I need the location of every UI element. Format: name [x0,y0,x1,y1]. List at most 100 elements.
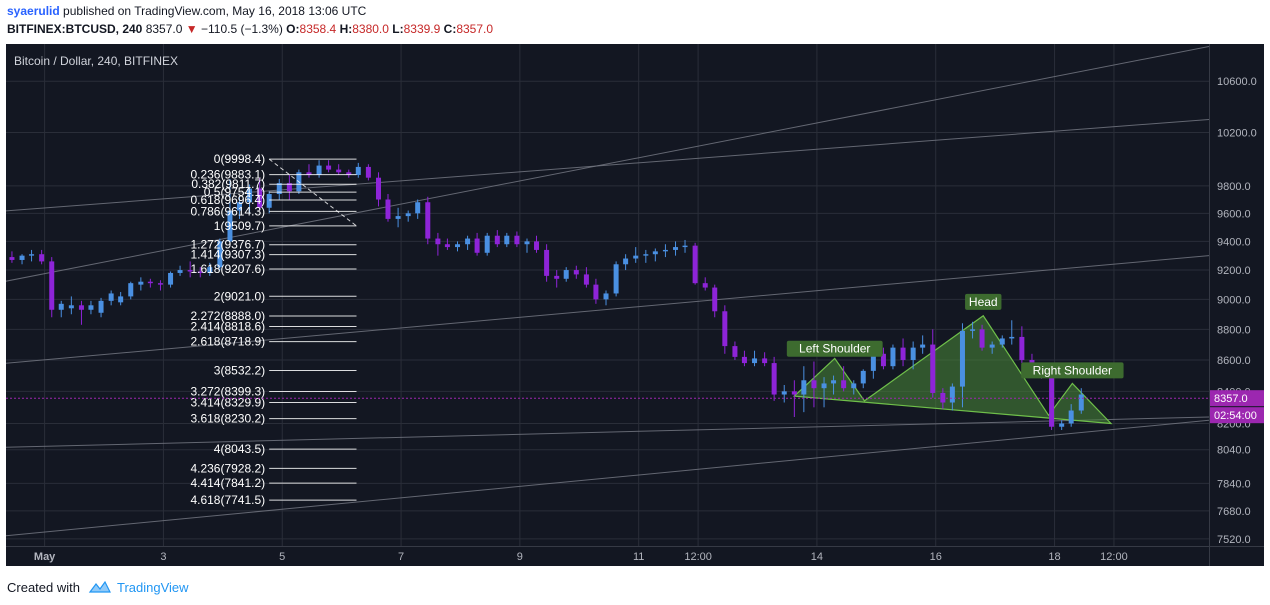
candle-down [197,271,203,273]
high-value: 8380.0 [352,22,389,36]
candle-down [900,347,906,360]
candle-up [989,344,995,348]
fib-level-label: 1.272(9376.7) [190,238,265,252]
price-chart[interactable]: 0(9998.4) 0.236(9883.1)0.382(9811.7)0.5(9… [6,44,1264,566]
y-tick-label: 10200.0 [1217,127,1257,139]
candle-down [534,241,540,250]
pattern-label-box [1021,362,1124,379]
y-tick-label: 10600.0 [1217,76,1257,88]
candle-down [732,346,738,357]
candle-down [722,311,728,347]
candle-up [1078,394,1084,411]
chart-title: Bitcoin / Dollar, 240, BITFINEX [14,54,178,68]
candle-up [851,383,857,389]
candle-down [841,380,847,389]
candle-down [286,183,292,192]
candle-up [662,249,668,252]
candle-up [138,281,144,285]
x-tick-label: 12:00 [1100,551,1128,563]
fib-level-label: 4(8043.5) [214,442,265,456]
symbol-label: BITFINEX:BTCUSD, 240 [7,22,143,36]
candle-up [88,305,94,310]
y-tick-label: 8600.0 [1217,355,1251,367]
fib-level-label: 0.5(9754.1) [204,185,265,199]
candle-up [355,166,361,175]
candle-down [385,199,391,219]
candle-up [673,247,679,250]
candle-down [336,169,342,173]
candle-up [168,272,174,285]
candle-up [118,296,124,303]
fib-level-label: 0.236(9883.1) [190,168,265,182]
candle-up [643,254,649,256]
candle-up [465,238,471,245]
candle-down [78,305,84,310]
candle-up [236,202,242,211]
fib-level-label: 2.272(8888.0) [190,309,265,323]
candle-down [930,344,936,393]
candle-up [58,303,64,310]
close-value: 8357.0 [456,22,494,36]
y-tick-label: 9800.0 [1217,181,1251,193]
countdown-label: 02:54:00 [1214,410,1257,422]
channel-line [6,419,1209,537]
candle-down [257,188,263,208]
y-tick-label: 9400.0 [1217,236,1251,248]
candle-up [524,241,530,245]
x-tick-label: 9 [517,551,523,563]
y-tick-label: 8800.0 [1217,324,1251,336]
candle-up [316,165,322,175]
candle-up [603,293,609,300]
candle-up [682,245,688,248]
candle-down [187,270,193,272]
fib-level-label: 1(9509.7) [214,219,265,233]
fib-level-label: 4.414(7841.2) [190,476,265,490]
candle-down [9,257,15,260]
down-arrow-icon: ▼ [185,22,198,36]
candle-down [494,235,500,245]
y-tick-label: 9600.0 [1217,208,1251,220]
candle-up [959,330,965,387]
candle-down [771,363,777,395]
candle-down [583,274,589,285]
price-badge [1210,390,1264,407]
candle-up [949,386,955,403]
low-value: 8339.9 [403,22,441,36]
open-value: 8358.4 [299,22,337,36]
fib-level-label: 3.414(8329.9) [190,396,265,410]
candle-up [920,344,926,348]
candle-up [395,216,401,219]
candle-up [276,183,282,195]
y-tick-label: 7680.0 [1217,506,1251,518]
pattern-label-box [786,340,883,357]
candle-up [890,347,896,367]
candle-up [207,267,213,273]
channel-line [6,45,1209,282]
x-tick-label: 14 [811,551,823,563]
candle-up [870,353,876,371]
candle-up [910,347,916,360]
tradingview-logo-icon[interactable] [88,579,112,595]
y-tick-label: 7840.0 [1217,478,1251,490]
candle-down [554,275,560,279]
pattern-label-box [965,293,1002,310]
channel-line [6,118,1209,212]
head-shoulders-pattern [792,314,1113,425]
candle-down [593,284,599,300]
channel-line [6,255,1209,364]
publish-info: published on TradingView.com, May 16, 20… [63,4,367,18]
chart-area[interactable]: 0(9998.4) 0.236(9883.1) 0.382(9811.7) 0.5(9… [6,44,1264,566]
candle-down [444,244,450,248]
author-link[interactable]: syaerulid [7,4,60,18]
fib-level-label: 1.414(9307.3) [190,248,265,262]
candle-up [633,255,639,259]
candle-up [247,188,253,203]
candle-up [415,202,421,214]
candle-up [613,264,619,294]
candle-down [514,235,520,245]
symbol-line: BITFINEX:BTCUSD, 240 8357.0 ▼ −110.5 (−1… [7,22,493,36]
candle-up [1068,410,1074,424]
x-tick-label: 12:00 [684,551,712,563]
tradingview-brand-link[interactable]: TradingView [117,580,189,595]
candle-up [227,210,233,242]
